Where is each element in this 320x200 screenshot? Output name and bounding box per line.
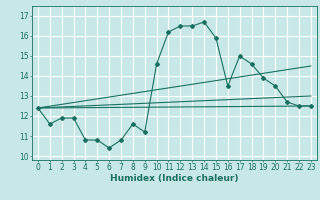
X-axis label: Humidex (Indice chaleur): Humidex (Indice chaleur) [110,174,239,183]
